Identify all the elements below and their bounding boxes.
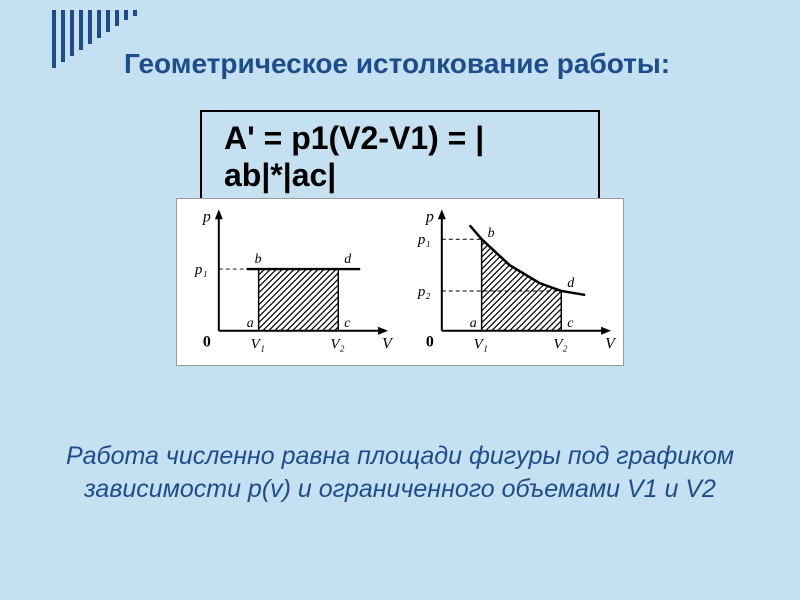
- formula-box: A' = p1(V2-V1) = |аb|*|ac|: [200, 110, 600, 204]
- svg-text:d: d: [567, 276, 574, 291]
- svg-text:c: c: [344, 316, 351, 331]
- svg-text:p₂: p₂: [417, 284, 431, 300]
- svg-text:V: V: [382, 336, 394, 353]
- svg-text:V: V: [605, 336, 617, 353]
- slide-title: Геометрическое истолкование работы:: [124, 48, 670, 80]
- svg-text:d: d: [344, 252, 351, 267]
- svg-text:p₁: p₁: [194, 262, 208, 278]
- svg-text:c: c: [567, 316, 574, 331]
- caption-text: Работа численно равна площади фигуры под…: [50, 440, 750, 505]
- svg-text:p: p: [202, 208, 211, 225]
- svg-text:p₁: p₁: [417, 232, 431, 248]
- svg-text:p: p: [425, 208, 434, 225]
- svg-text:b: b: [255, 252, 262, 267]
- diagram-container: p V 0 p₁ V₁ V₂ b d a c p V 0 p₁ p₂ V₁ V₂ b d a c: [176, 198, 624, 366]
- svg-text:a: a: [470, 316, 477, 331]
- svg-text:a: a: [247, 316, 254, 331]
- diagram-right: p V 0 p₁ p₂ V₁ V₂ b d a c: [400, 199, 623, 367]
- svg-text:V₂: V₂: [330, 337, 344, 353]
- slide: Геометрическое истолкование работы: A' =…: [0, 0, 800, 600]
- svg-text:0: 0: [426, 334, 434, 351]
- svg-text:V₁: V₁: [251, 337, 265, 353]
- svg-text:b: b: [488, 226, 495, 241]
- svg-text:0: 0: [203, 334, 211, 351]
- svg-text:V₂: V₂: [553, 337, 567, 353]
- svg-text:V₁: V₁: [474, 337, 488, 353]
- diagram-left: p V 0 p₁ V₁ V₂ b d a c: [177, 199, 400, 367]
